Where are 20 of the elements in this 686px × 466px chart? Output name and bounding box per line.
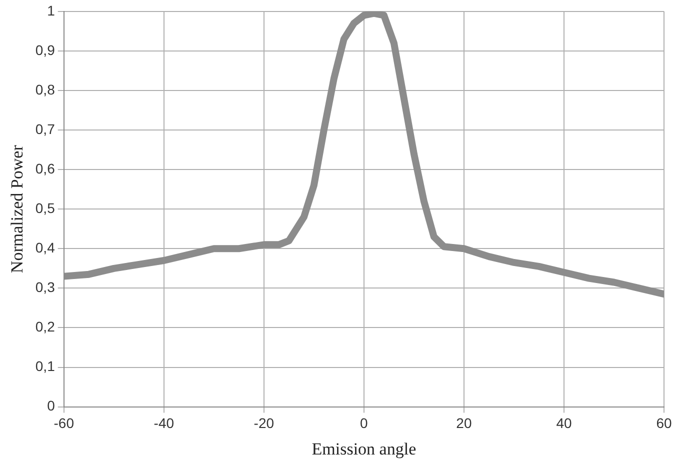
y-tick-label: 0,9 <box>35 42 56 58</box>
y-tick-label: 0,8 <box>35 81 56 98</box>
x-tick-label: 40 <box>556 415 572 432</box>
y-tick-label: 0,3 <box>35 279 56 296</box>
y-tick-label: 0 <box>47 398 56 414</box>
x-tick-label: -40 <box>154 415 174 432</box>
x-tick-label: 20 <box>456 415 472 432</box>
y-tick-label: 0,5 <box>35 200 56 216</box>
y-tick-label: 0,1 <box>35 358 56 374</box>
y-axis-title: Normalized Power <box>8 144 27 274</box>
y-tick-label: 0,4 <box>35 240 56 256</box>
y-tick-label: 0,7 <box>35 120 56 137</box>
x-tick-label: -20 <box>254 415 274 432</box>
y-tick-label: 0,2 <box>35 318 56 335</box>
x-tick-label: 0 <box>360 415 368 432</box>
x-axis-title: Emission angle <box>312 439 416 458</box>
y-tick-label: 0,6 <box>35 160 56 176</box>
y-tick-label: 1 <box>47 2 56 18</box>
x-tick-label: 60 <box>656 415 672 432</box>
x-tick-label: -60 <box>54 415 74 432</box>
